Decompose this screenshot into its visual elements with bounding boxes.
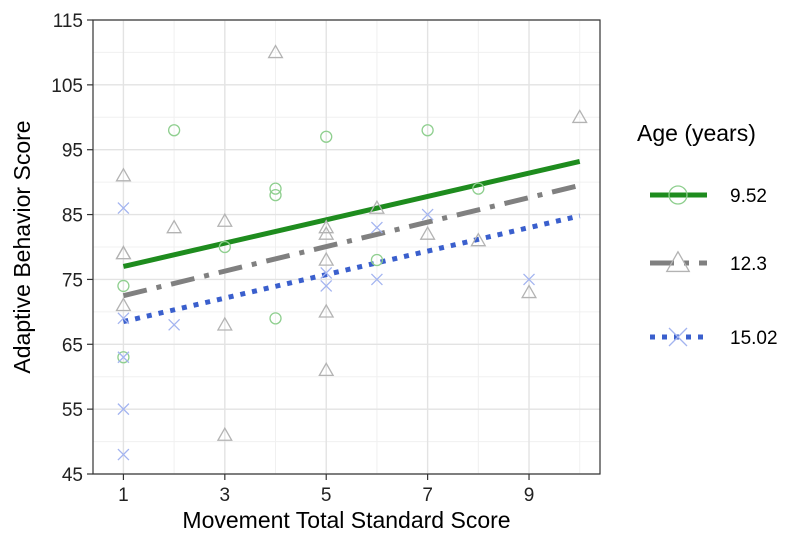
legend: Age (years) 9.52 12.3 15.02 (637, 120, 778, 349)
data-point (523, 273, 535, 286)
x-tick-label: 7 (422, 485, 433, 506)
data-point (218, 240, 231, 254)
fit-line (122, 213, 581, 325)
data-point (117, 202, 130, 215)
x-tick-label: 3 (220, 485, 231, 506)
legend-key-marker (668, 185, 688, 205)
data-point (115, 297, 132, 312)
legend-key-marker (668, 327, 688, 347)
data-point (117, 279, 130, 293)
y-tick-label: 95 (62, 141, 83, 162)
x-tick-label: 9 (524, 485, 535, 506)
data-point (470, 232, 487, 247)
data-point (117, 448, 130, 461)
legend-title: Age (years) (637, 120, 756, 146)
data-point (320, 266, 333, 279)
data-point (318, 362, 335, 377)
data-point (269, 312, 282, 325)
y-tick-label: 45 (62, 465, 83, 486)
data-point (421, 124, 434, 137)
data-point (472, 182, 485, 195)
x-axis: 1 3 5 7 9 (118, 474, 534, 506)
y-tick-label: 105 (51, 76, 83, 97)
data-point (117, 312, 130, 325)
data-point (117, 351, 130, 364)
data-point (166, 219, 183, 234)
data-point (115, 167, 132, 182)
data-points (115, 44, 588, 461)
data-point (521, 284, 538, 299)
data-point (216, 212, 233, 227)
x-tick-label: 5 (321, 485, 332, 506)
data-point (368, 199, 385, 214)
legend-label: 12.3 (730, 254, 767, 275)
data-point (370, 273, 383, 286)
y-tick-label: 115 (53, 11, 83, 32)
y-tick-label: 85 (62, 206, 83, 227)
data-point (419, 225, 436, 240)
data-point (168, 318, 181, 331)
legend-key-marker (665, 250, 691, 273)
data-point (320, 130, 333, 143)
y-tick-label: 55 (62, 400, 83, 421)
grid (93, 19, 600, 475)
data-point (318, 251, 335, 266)
data-point (117, 403, 130, 416)
fit-lines (122, 158, 581, 325)
y-tick-label: 65 (62, 335, 83, 356)
fit-line (122, 182, 581, 299)
data-point (115, 245, 132, 260)
data-point (216, 426, 233, 441)
y-axis: 45 55 65 75 85 95 105 115 (51, 11, 93, 486)
data-point (216, 316, 233, 331)
plot-panel-border (92, 19, 601, 475)
x-axis-title: Movement Total Standard Score (182, 507, 510, 533)
data-point (267, 44, 284, 59)
fit-line (122, 158, 581, 269)
data-point (167, 124, 181, 137)
data-point (370, 221, 383, 234)
data-point (318, 303, 335, 318)
data-point (318, 219, 335, 234)
data-point (571, 109, 588, 124)
legend-label: 9.52 (730, 186, 767, 207)
data-point (318, 225, 335, 240)
data-point (320, 279, 333, 292)
data-point (117, 351, 130, 364)
legend-label: 15.02 (730, 328, 778, 349)
data-point (370, 253, 384, 267)
x-tick-label: 1 (118, 485, 129, 506)
y-tick-label: 75 (62, 270, 83, 291)
data-point (269, 182, 282, 195)
y-axis-title: Adaptive Behavior Score (9, 120, 35, 373)
data-point (269, 188, 282, 202)
data-point (421, 208, 434, 221)
